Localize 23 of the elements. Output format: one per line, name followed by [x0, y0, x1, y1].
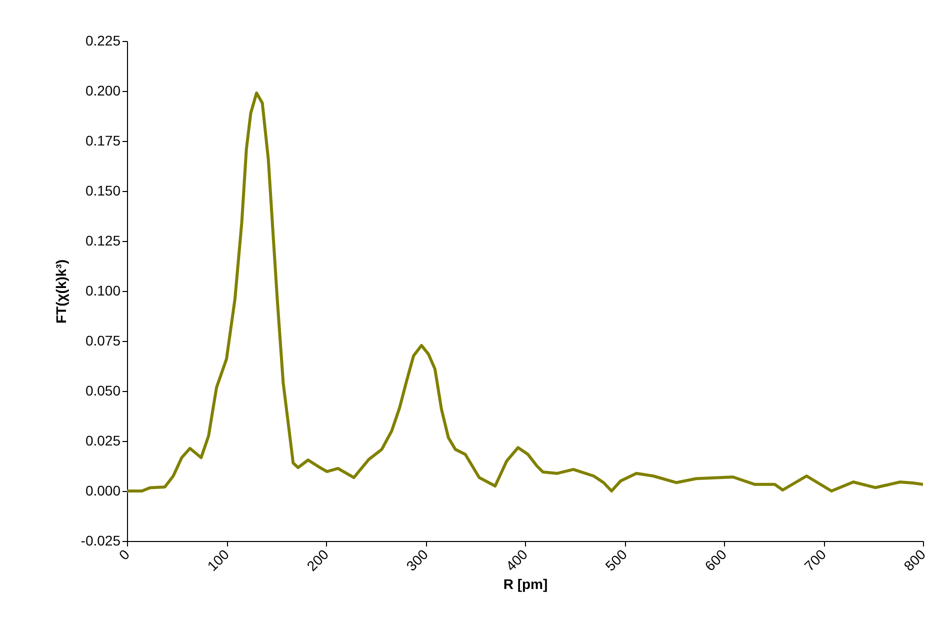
y-tick-label: 0.100	[85, 282, 121, 298]
x-tick-label: 700	[801, 546, 830, 574]
x-tick-label: 300	[403, 546, 432, 574]
y-tick-label: 0.050	[85, 382, 121, 398]
y-tick-label: 0.200	[85, 82, 121, 98]
x-tick-label: 500	[602, 546, 630, 574]
y-tick-label: 0.225	[85, 32, 121, 48]
y-tick-label: 0.150	[85, 182, 121, 198]
y-tick-label: 0.075	[85, 332, 121, 348]
x-tick-label: 600	[702, 546, 730, 574]
x-tick-label: 0	[116, 546, 133, 563]
x-tick-label: 200	[304, 546, 332, 574]
y-tick-label: 0.175	[85, 132, 121, 148]
x-tick-label: 100	[204, 546, 232, 574]
y-tick-label: -0.025	[80, 532, 121, 548]
y-tick-label: 0.025	[85, 432, 121, 448]
x-tick-label: 400	[502, 546, 531, 574]
line-series	[127, 92, 923, 492]
x-axis-title: R [pm]	[503, 576, 548, 592]
y-tick-label: 0.000	[85, 482, 121, 498]
x-tick-label: 800	[900, 546, 929, 574]
y-tick-label: 0.125	[85, 232, 121, 248]
y-axis-title: FT(χ(k)k³)	[52, 259, 69, 324]
